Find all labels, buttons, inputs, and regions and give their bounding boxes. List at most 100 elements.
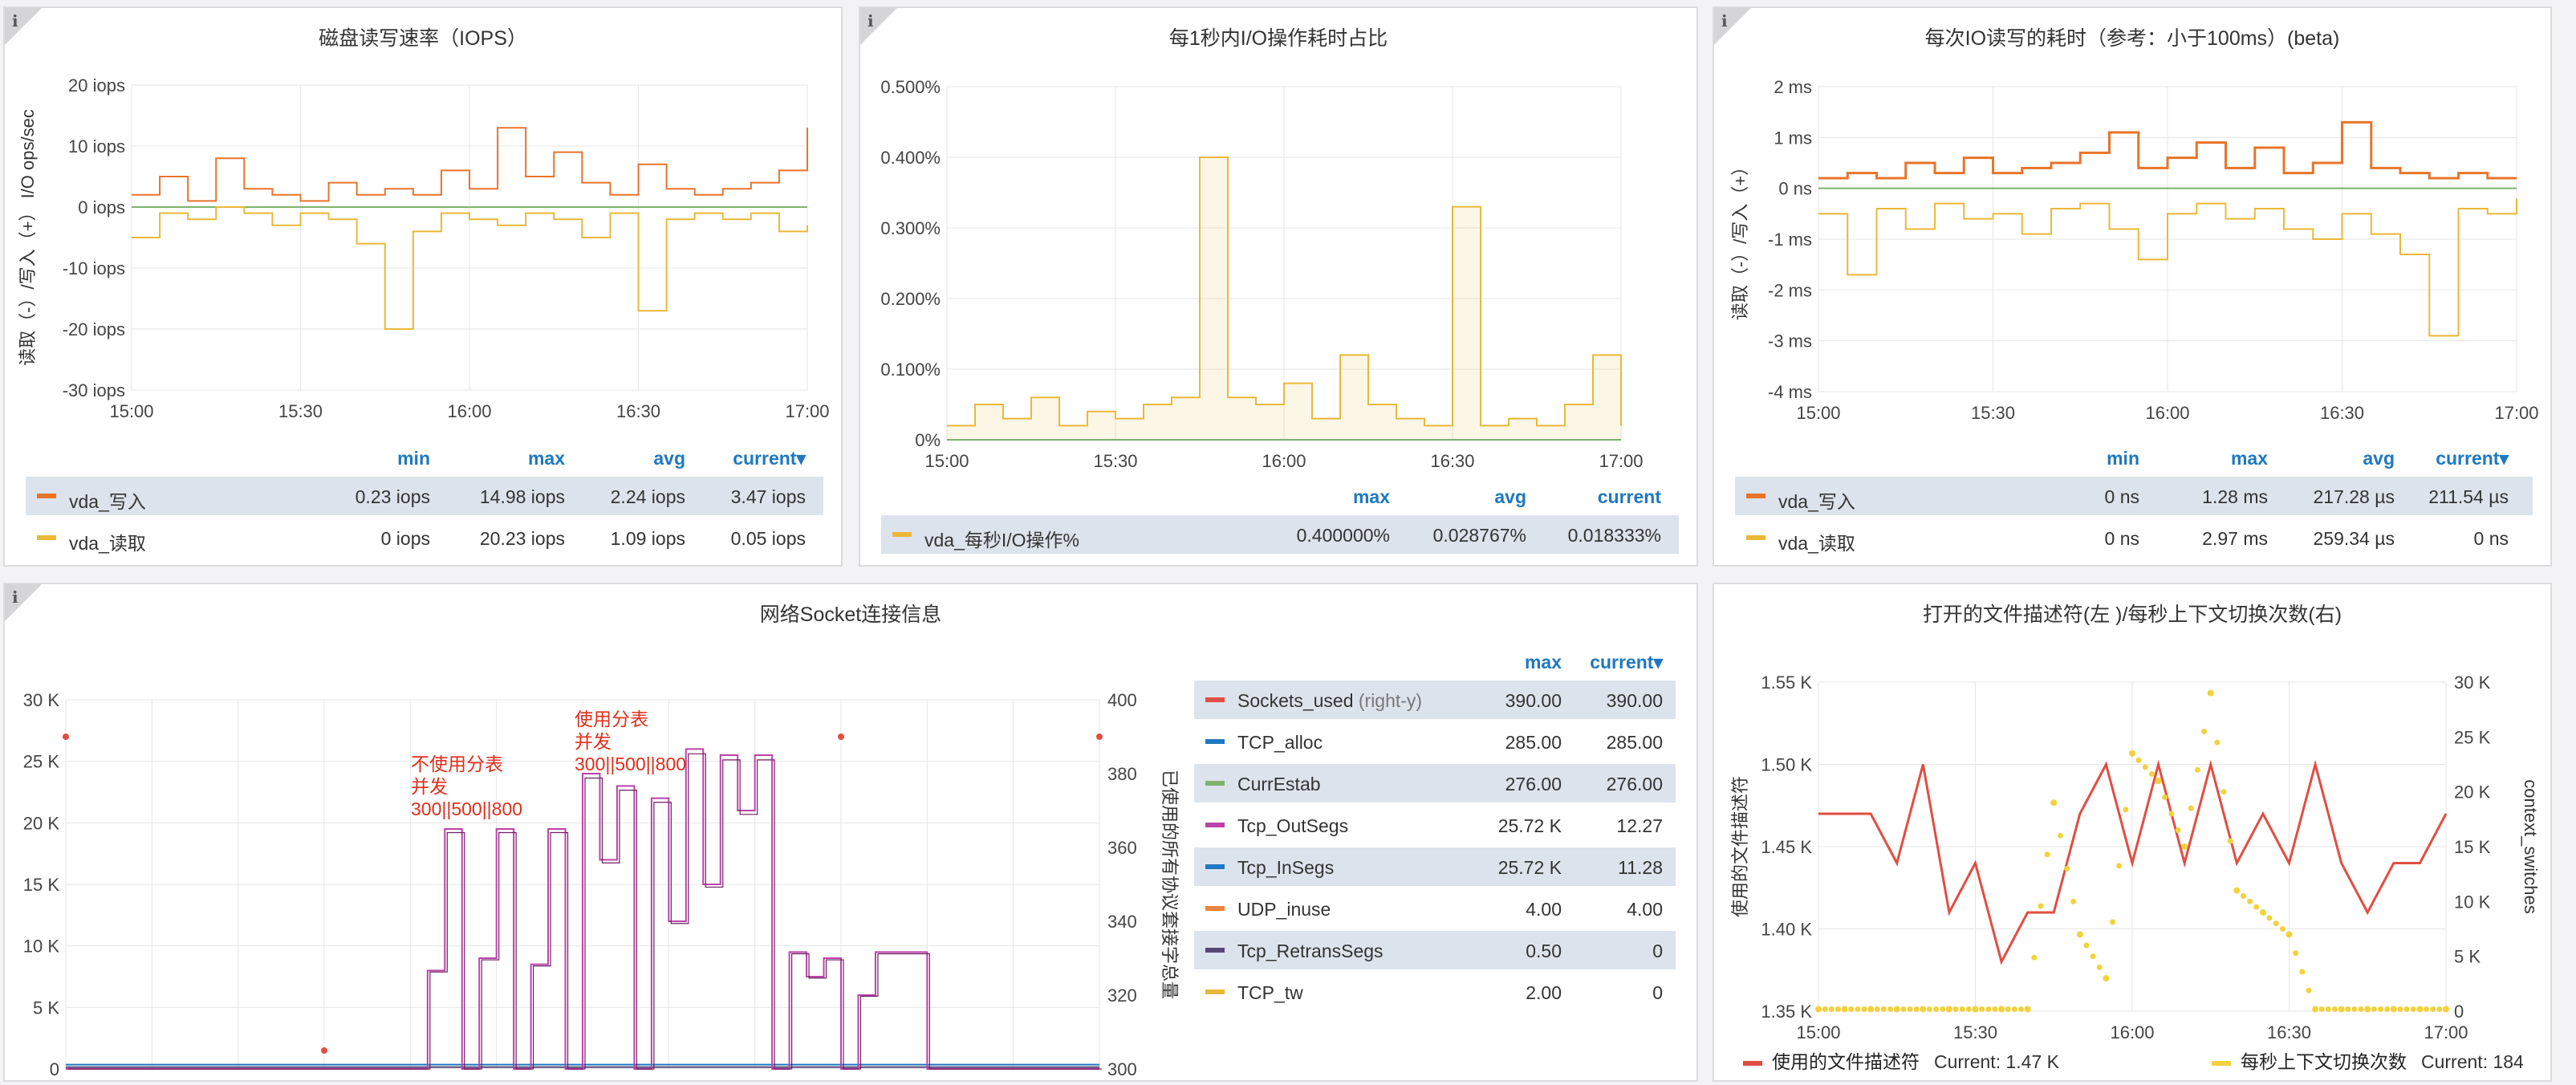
context-switch-point <box>2403 1006 2410 1012</box>
info-corner[interactable] <box>1714 8 1751 45</box>
context-switch-point <box>2378 1006 2384 1012</box>
legend-header[interactable]: min <box>2107 448 2139 469</box>
legend-value: 1.28 ms <box>2202 486 2268 507</box>
legend-header[interactable]: max <box>1524 652 1562 673</box>
legend-item[interactable]: 使用的文件描述符 Current: 1.47 K <box>1743 1046 2059 1074</box>
y-tick-label: 0.300% <box>880 218 941 238</box>
fd-chart[interactable]: 1.55 K 1.50 K 1.45 K 1.40 K 1.35 K15:00 15:30… <box>1714 632 2554 1082</box>
info-icon[interactable]: i <box>12 11 18 30</box>
panel-title[interactable]: 每次IO读写的耗时（参考：小于100ms）(beta) <box>1924 27 2340 50</box>
info-corner[interactable] <box>5 584 42 621</box>
info-icon[interactable]: i <box>867 11 874 30</box>
legend-series-name[interactable]: Tcp_RetransSegs <box>1237 941 1383 961</box>
grid: 1.55 K 1.50 K 1.45 K 1.40 K 1.35 K15:00 15:30… <box>1730 673 2541 1042</box>
info-icon[interactable]: i <box>12 587 18 607</box>
panel-title[interactable]: 每1秒内I/O操作耗时占比 <box>1168 27 1388 50</box>
legend-series-name[interactable]: TCP_alloc <box>1237 732 1323 753</box>
context-switch-point <box>2410 1006 2416 1012</box>
legend-value: 0 ns <box>2104 486 2139 507</box>
legend-header[interactable]: current▾ <box>1590 652 1663 673</box>
legend-series-name[interactable]: CurrEstab <box>1237 774 1321 794</box>
context-switch-point <box>2430 1006 2436 1012</box>
context-switch-point <box>2384 1006 2391 1012</box>
x-tick-label: 16:00 <box>1262 451 1306 471</box>
legend-header[interactable]: max <box>2230 448 2268 469</box>
legend-header[interactable]: current <box>1597 486 1661 507</box>
legend-series-name[interactable]: vda_每秒I/O操作% <box>924 530 1079 551</box>
legend-value: 1.09 iops <box>610 528 685 549</box>
context-switch-point <box>1855 1006 1861 1012</box>
iotime-chart[interactable]: 0.500% 0.400% 0.300% 0.200% 0.100% 0%15:00 15:… <box>860 56 1700 490</box>
context-switch-point <box>1913 1006 1920 1012</box>
legend-series-name[interactable]: Tcp_OutSegs <box>1237 815 1349 836</box>
legend-row[interactable]: CurrEstab 276.00 276.00 <box>1194 764 1676 803</box>
legend-series-name[interactable]: vda_读取 <box>69 533 146 554</box>
context-switch-point <box>2325 1006 2331 1012</box>
legend-header[interactable]: avg <box>653 448 685 469</box>
legend-swatch <box>1205 948 1225 953</box>
legend-item[interactable]: 每秒上下文切换次数 Current: 184 <box>2212 1046 2524 1074</box>
context-switch-point <box>2064 865 2070 872</box>
y-tick-label: 10 K <box>23 937 60 957</box>
legend-swatch <box>1205 906 1225 911</box>
panel-title[interactable]: 打开的文件描述符(左 )/每秒上下文切换次数(右) <box>1922 603 2342 626</box>
x-tick-label: 15:00 <box>924 451 969 471</box>
legend-row[interactable]: Tcp_OutSegs 25.72 K 12.27 <box>1194 806 1676 844</box>
legend-series-name[interactable]: TCP_tw <box>1237 982 1303 1003</box>
context-switch-point <box>2259 909 2266 916</box>
iops-chart[interactable]: 20 iops 10 iops 0 iops -10 iops -20 iops -30 … <box>5 56 844 473</box>
legend-header[interactable]: avg <box>1494 486 1526 507</box>
y-tick-label: -30 iops <box>63 380 125 400</box>
y-tick-label: 0.500% <box>880 77 941 97</box>
info-icon[interactable]: i <box>1721 11 1728 30</box>
context-switch-point <box>1861 1006 1867 1012</box>
legend-header[interactable]: max <box>1352 486 1390 507</box>
legend-row[interactable]: vda_每秒I/O操作% 0.400000% 0.028767% 0.018333% <box>881 515 1679 554</box>
legend-value: 0 iops <box>380 528 430 549</box>
legend-row[interactable]: vda_写入 0.23 iops 14.98 iops 2.24 iops 3.47 i… <box>26 477 823 515</box>
legend-row[interactable]: Tcp_RetransSegs 0.50 0 <box>1194 931 1676 969</box>
legend-value: 12.27 <box>1616 815 1663 836</box>
legend-header[interactable]: min <box>397 448 430 469</box>
y-tick-label: 2 ms <box>1774 77 1812 97</box>
legend-row[interactable]: Tcp_InSegs 25.72 K 11.28 <box>1194 847 1676 886</box>
legend-row[interactable]: TCP_tw 2.00 0 <box>1194 973 1676 1011</box>
context-switch-point <box>2110 919 2116 925</box>
legend-row[interactable]: vda_读取 0 iops 20.23 iops 1.09 iops 0.05 iops <box>26 518 823 557</box>
info-corner[interactable] <box>860 8 897 45</box>
info-corner[interactable] <box>5 8 42 45</box>
context-switch-point <box>2018 1006 2025 1012</box>
legend-series-name[interactable]: Sockets_used (right-y) <box>1237 690 1423 711</box>
legend-row[interactable]: vda_写入 0 ns 1.28 ms 217.28 µs 211.54 µs <box>1735 477 2533 515</box>
legend-series-name[interactable]: UDP_inuse <box>1237 899 1331 920</box>
legend-value: 0 <box>1652 982 1663 1003</box>
x-tick-label: 17:00 <box>1077 1080 1121 1082</box>
context-switch-point <box>1887 1006 1894 1012</box>
legend-header[interactable]: avg <box>2363 448 2395 469</box>
panel-title[interactable]: 磁盘读写速率（IOPS） <box>319 27 527 50</box>
y-tick-label: -1 ms <box>1768 230 1812 250</box>
legend-row[interactable]: UDP_inuse 4.00 4.00 <box>1194 889 1676 928</box>
legend-header[interactable]: current▾ <box>2436 448 2509 469</box>
context-switch-point <box>1900 1006 1907 1012</box>
panel-title[interactable]: 网络Socket连接信息 <box>759 603 942 626</box>
context-switch-point <box>2188 805 2194 811</box>
context-switch-point <box>2233 887 2241 894</box>
legend-series-name[interactable]: 每秒上下文切换次数 <box>2241 1051 2407 1072</box>
legend-row[interactable]: TCP_alloc 285.00 285.00 <box>1194 722 1676 761</box>
legend-row[interactable]: Sockets_used (right-y) 390.00 390.00 <box>1194 681 1676 719</box>
legend-row[interactable]: vda_读取 0 ns 2.97 ms 259.34 µs 0 ns <box>1735 518 2533 557</box>
y-tick-label: 10 iops <box>68 136 125 156</box>
legend-header[interactable]: current▾ <box>733 448 806 469</box>
socket-chart[interactable]: 30 K 25 K 20 K 15 K 10 K 5 K 015:00 15:10 15:20 1… <box>5 632 1184 1082</box>
legend-series-name[interactable]: vda_写入 <box>1778 491 1855 512</box>
legend-swatch <box>1205 781 1225 786</box>
context-switch-point <box>2443 1006 2449 1013</box>
legend-series-name[interactable]: 使用的文件描述符 <box>1772 1051 1920 1072</box>
legend-header[interactable]: max <box>527 448 565 469</box>
legend-series-name[interactable]: vda_写入 <box>69 491 146 512</box>
legend-series-name[interactable]: Tcp_InSegs <box>1237 857 1335 878</box>
context-switch-point <box>2318 1006 2325 1012</box>
legend-series-name[interactable]: vda_读取 <box>1778 533 1855 554</box>
